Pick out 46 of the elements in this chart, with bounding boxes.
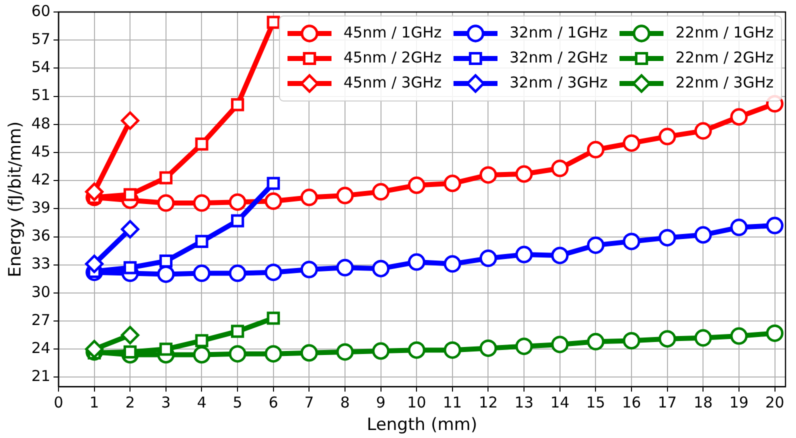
y-tick-label: 39 xyxy=(31,198,50,217)
x-tick-label: 19 xyxy=(729,393,748,412)
x-axis-title: Length (mm) xyxy=(366,415,478,436)
y-tick-label: 45 xyxy=(31,142,50,160)
y-tick-label: 36 xyxy=(31,226,50,245)
x-tick-label: 15 xyxy=(586,393,606,412)
legend-label: 45nm / 3GHz xyxy=(344,73,442,92)
x-tick-label: 13 xyxy=(514,393,534,412)
y-tick-label: 54 xyxy=(31,58,50,76)
x-tick-label: 5 xyxy=(232,393,242,412)
y-tick-label: 51 xyxy=(31,86,50,104)
x-tick-label: 17 xyxy=(658,393,677,412)
y-tick-label: 30 xyxy=(31,282,50,301)
y-tick-label: 21 xyxy=(31,367,50,386)
legend-label: 32nm / 3GHz xyxy=(510,73,608,92)
y-tick-label: 48 xyxy=(31,114,50,132)
x-tick-label: 16 xyxy=(622,393,642,412)
x-tick-label: 18 xyxy=(694,393,713,412)
legend-label: 45nm / 2GHz xyxy=(344,48,442,66)
y-tick-label: 33 xyxy=(31,254,50,273)
x-tick-label: 9 xyxy=(376,393,386,412)
x-tick-label: 7 xyxy=(304,393,314,412)
legend-label: 22nm / 2GHz xyxy=(676,48,774,66)
x-tick-label: 2 xyxy=(125,393,135,412)
x-tick-label: 20 xyxy=(765,393,784,412)
legend-label: 32nm / 1GHz xyxy=(510,23,608,42)
y-tick-label: 24 xyxy=(31,339,50,358)
y-tick-label: 42 xyxy=(31,170,50,188)
legend-label: 45nm / 1GHz xyxy=(344,23,442,42)
x-tick-label: 3 xyxy=(161,393,171,412)
x-tick-label: 8 xyxy=(340,393,350,412)
x-tick-label: 10 xyxy=(407,393,426,412)
x-tick-label: 14 xyxy=(550,393,570,412)
x-tick-label: 6 xyxy=(268,393,278,412)
x-tick-label: 12 xyxy=(478,393,498,412)
y-axis-title: Energy (fJ/bit/mm) xyxy=(6,121,26,278)
y-tick-label: 60 xyxy=(31,2,50,20)
y-tick-label: 27 xyxy=(31,310,50,329)
x-tick-label: 0 xyxy=(54,393,64,412)
legend-label: 32nm / 2GHz xyxy=(510,48,608,66)
x-tick-label: 4 xyxy=(196,393,207,412)
x-tick-label: 11 xyxy=(442,393,462,412)
legend-label: 22nm / 1GHz xyxy=(676,23,774,42)
x-tick-label: 1 xyxy=(90,393,100,412)
legend-label: 22nm / 3GHz xyxy=(676,73,774,92)
y-tick-label: 57 xyxy=(31,30,50,48)
